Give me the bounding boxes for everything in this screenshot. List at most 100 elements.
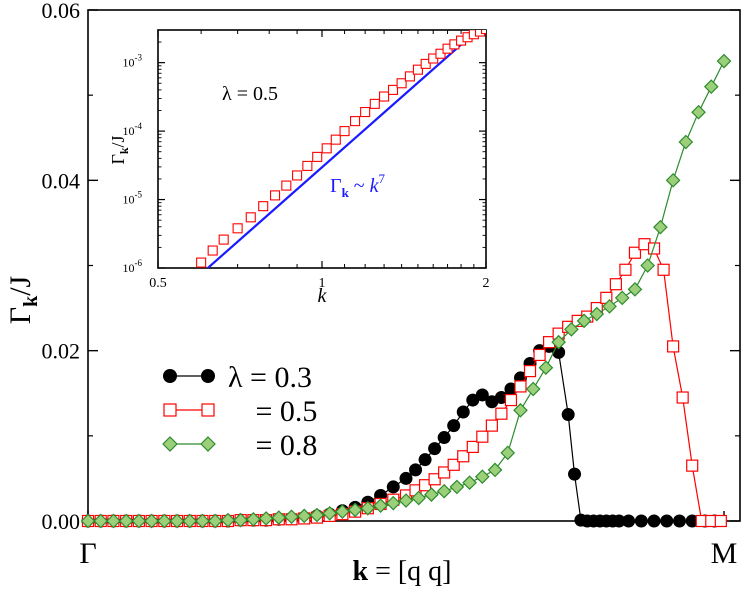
- main-point-2-14: [258, 511, 274, 526]
- main-point-2-1: [93, 513, 109, 529]
- main-point-0-27: [418, 453, 432, 467]
- main-x-tick-label-m: M: [711, 537, 738, 570]
- legend-label-1: = 0.5: [248, 395, 317, 428]
- main-point-2-28: [436, 483, 452, 499]
- legend-marker-1b: [201, 403, 215, 417]
- legend-marker-0b: [201, 369, 215, 383]
- main-point-1-39: [533, 348, 546, 362]
- inset-y-tick-label-1: 10-5: [123, 190, 143, 207]
- inset-series-layer: [196, 30, 486, 268]
- main-point-1-49: [628, 246, 642, 259]
- inset-point-0-2: [218, 234, 229, 245]
- main-point-2-13: [246, 511, 261, 527]
- main-point-2-9: [195, 513, 210, 529]
- inset-x-tick-label-2: 2: [483, 276, 490, 291]
- main-point-2-10: [207, 513, 223, 529]
- legend-entry-1: = 0.5: [163, 395, 317, 428]
- main-y-tick-label-1: 0.02: [42, 339, 81, 364]
- main-point-2-38: [564, 322, 579, 337]
- main-point-0-36: [504, 382, 518, 396]
- main-x-tick-label-gamma: Γ: [79, 537, 96, 570]
- main-point-2-18: [309, 507, 325, 523]
- main-point-0-31: [456, 405, 470, 419]
- main-point-2-26: [411, 490, 427, 506]
- inset-x-tick-label-0: 0.5: [149, 276, 167, 291]
- main-point-2-36: [538, 360, 554, 376]
- inset-point-0-8: [292, 170, 303, 181]
- main-point-2-48: [691, 104, 706, 120]
- main-point-2-24: [385, 495, 401, 511]
- legend: λ = 0.3 = 0.5 = 0.8: [162, 361, 317, 462]
- main-point-2-25: [398, 493, 414, 508]
- inset-point-0-20: [404, 71, 415, 82]
- main-point-2-44: [640, 258, 656, 273]
- legend-label-0: λ = 0.3: [228, 361, 312, 394]
- main-point-2-43: [627, 281, 643, 297]
- main-point-0-30: [447, 419, 461, 433]
- main-point-2-27: [424, 487, 439, 502]
- inset-y-tick-exponent-1: -5: [135, 190, 143, 200]
- main-point-2-31: [474, 469, 490, 485]
- inset-point-0-16: [369, 98, 380, 109]
- legend-marker-0a: [163, 369, 177, 383]
- main-point-2-17: [296, 508, 312, 524]
- main-point-2-32: [487, 462, 503, 478]
- inset-point-0-12: [330, 134, 341, 145]
- main-point-0-24: [386, 480, 400, 494]
- inset-y-tick-exponent-0: -6: [135, 258, 143, 268]
- main-point-0-54: [660, 514, 674, 528]
- main-point-2-29: [449, 479, 465, 495]
- inset-x-axis-label: k: [318, 285, 328, 307]
- inset-y-tick-exponent-3: -3: [135, 53, 143, 63]
- inset-x-tick-label-1: 1: [319, 276, 326, 291]
- main-point-1-53: [667, 340, 680, 353]
- main-series-2: [80, 53, 732, 529]
- main-point-2-21: [347, 502, 363, 518]
- inset-point-0-6: [269, 190, 281, 201]
- main-point-2-33: [500, 445, 516, 461]
- inset-point-0-14: [350, 116, 361, 127]
- inset-y-axis-label: Γk/J: [108, 135, 131, 164]
- legend-marker-1a: [163, 403, 177, 417]
- inset-point-0-4: [245, 212, 256, 223]
- main-point-0-29: [437, 431, 451, 445]
- inset-point-0-9: [302, 160, 313, 171]
- inset-fit-label: Γk ~ k7: [330, 171, 386, 200]
- inset-point-0-0: [196, 257, 207, 268]
- main-point-2-30: [462, 475, 477, 491]
- main-y-tick-label-3: 0.06: [42, 0, 81, 23]
- inset-point-0-10: [312, 151, 323, 162]
- main-y-tick-label-0: 0.00: [42, 509, 81, 534]
- main-point-1-35: [495, 407, 508, 420]
- main-point-2-45: [653, 219, 668, 235]
- main-point-0-43: [568, 467, 582, 481]
- inset-point-0-31: [480, 30, 486, 35]
- main-point-0-35: [494, 391, 508, 405]
- main-point-2-2: [106, 513, 121, 529]
- main-point-2-23: [373, 498, 388, 514]
- inset-y-tick-label-3: 10-3: [123, 53, 143, 70]
- main-point-1-28: [428, 473, 441, 486]
- main-point-2-50: [716, 53, 732, 69]
- main-x-axis-label: k = [q q]: [352, 556, 451, 587]
- main-point-2-12: [233, 512, 248, 528]
- main-y-axis: 0.00 0.02 0.04 0.06: [42, 0, 740, 534]
- main-point-2-34: [513, 402, 528, 418]
- main-point-1-34: [485, 419, 498, 432]
- main-point-1-37: [514, 380, 527, 393]
- main-point-0-55: [672, 514, 686, 528]
- main-point-2-41: [602, 299, 617, 314]
- main-point-1-58: [714, 514, 727, 528]
- main-point-0-33: [475, 388, 489, 402]
- inset-point-0-19: [396, 78, 407, 89]
- legend-entry-0: λ = 0.3: [163, 361, 312, 394]
- main-point-1-48: [619, 263, 632, 276]
- main-point-2-5: [144, 513, 159, 529]
- inset-point-0-5: [258, 201, 269, 212]
- main-point-0-53: [647, 514, 661, 528]
- main-point-2-49: [703, 79, 719, 94]
- main-point-2-37: [551, 334, 566, 350]
- main-point-0-56: [685, 514, 699, 528]
- main-point-0-28: [428, 442, 442, 456]
